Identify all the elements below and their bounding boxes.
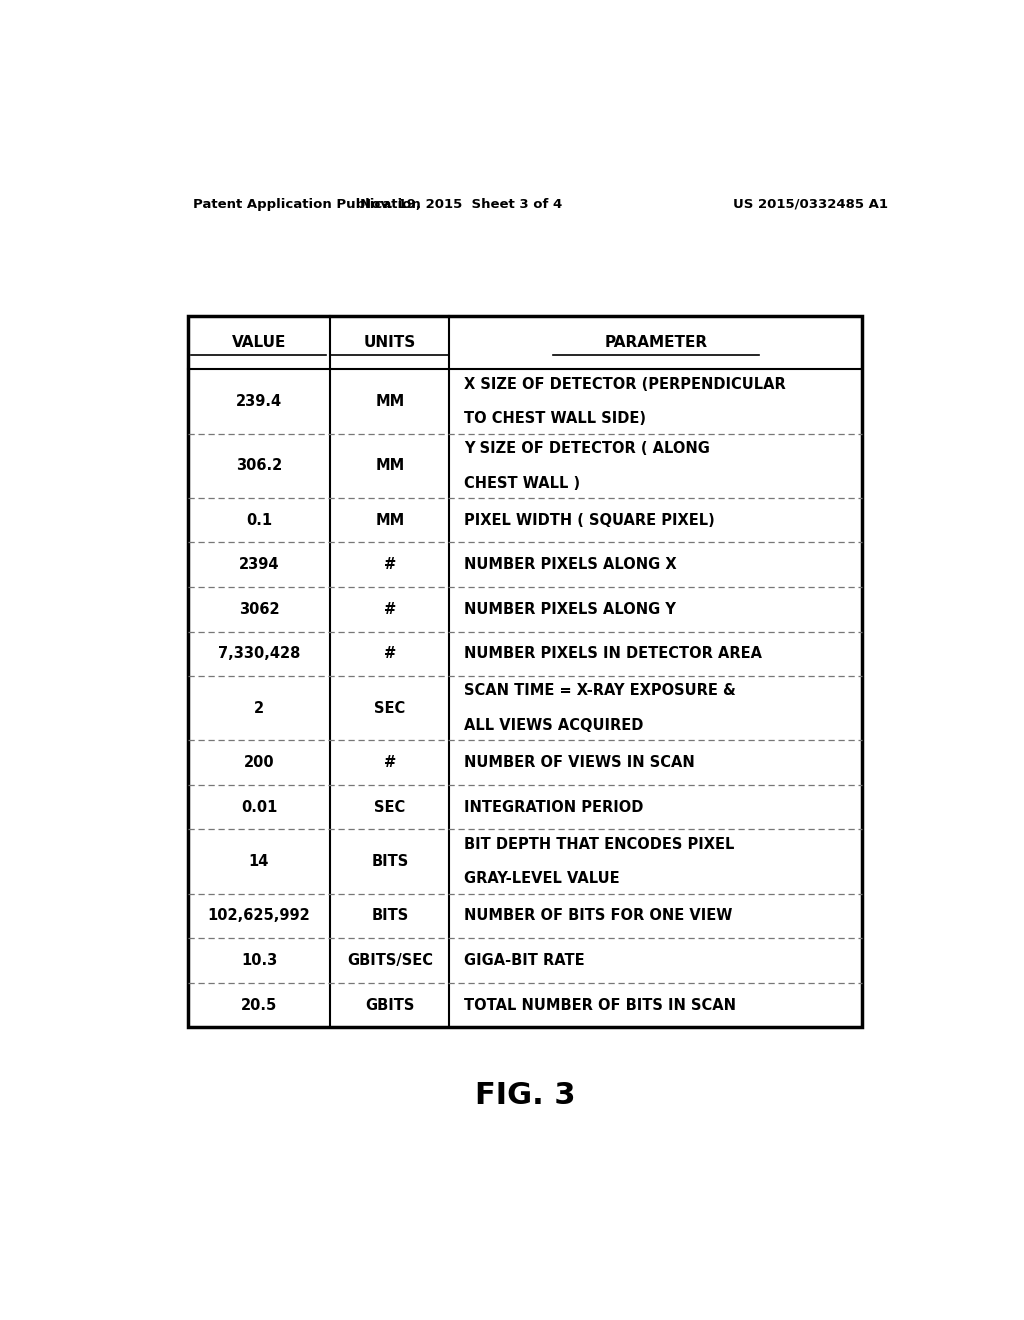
Text: INTEGRATION PERIOD: INTEGRATION PERIOD: [464, 800, 643, 814]
Text: 3062: 3062: [239, 602, 280, 616]
Text: Patent Application Publication: Patent Application Publication: [194, 198, 421, 211]
Text: #: #: [384, 602, 396, 616]
Text: US 2015/0332485 A1: US 2015/0332485 A1: [733, 198, 888, 211]
Text: BIT DEPTH THAT ENCODES PIXEL: BIT DEPTH THAT ENCODES PIXEL: [464, 837, 734, 851]
Text: SEC: SEC: [374, 800, 406, 814]
Text: #: #: [384, 755, 396, 770]
Text: MM: MM: [375, 395, 404, 409]
Text: #: #: [384, 647, 396, 661]
Text: PIXEL WIDTH ( SQUARE PIXEL): PIXEL WIDTH ( SQUARE PIXEL): [464, 512, 715, 528]
Text: GBITS/SEC: GBITS/SEC: [347, 953, 433, 968]
Text: 102,625,992: 102,625,992: [208, 908, 310, 924]
Text: 239.4: 239.4: [236, 395, 282, 409]
Text: TOTAL NUMBER OF BITS IN SCAN: TOTAL NUMBER OF BITS IN SCAN: [464, 998, 735, 1012]
Text: BITS: BITS: [372, 854, 409, 869]
Text: GBITS: GBITS: [366, 998, 415, 1012]
Text: NUMBER PIXELS ALONG X: NUMBER PIXELS ALONG X: [464, 557, 676, 572]
Text: X SIZE OF DETECTOR (PERPENDICULAR: X SIZE OF DETECTOR (PERPENDICULAR: [464, 376, 785, 392]
Text: PARAMETER: PARAMETER: [604, 335, 708, 350]
Text: 14: 14: [249, 854, 269, 869]
Text: 2394: 2394: [239, 557, 280, 572]
Text: MM: MM: [375, 512, 404, 528]
Text: VALUE: VALUE: [231, 335, 286, 350]
Text: 200: 200: [244, 755, 274, 770]
Text: Y SIZE OF DETECTOR ( ALONG: Y SIZE OF DETECTOR ( ALONG: [464, 441, 710, 455]
Text: CHEST WALL ): CHEST WALL ): [464, 475, 580, 491]
Text: NUMBER PIXELS ALONG Y: NUMBER PIXELS ALONG Y: [464, 602, 676, 616]
Text: ALL VIEWS ACQUIRED: ALL VIEWS ACQUIRED: [464, 718, 643, 733]
Text: MM: MM: [375, 458, 404, 474]
Text: 0.1: 0.1: [246, 512, 272, 528]
Text: 306.2: 306.2: [236, 458, 282, 474]
Text: NUMBER PIXELS IN DETECTOR AREA: NUMBER PIXELS IN DETECTOR AREA: [464, 647, 762, 661]
Text: #: #: [384, 557, 396, 572]
Text: Nov. 19, 2015  Sheet 3 of 4: Nov. 19, 2015 Sheet 3 of 4: [360, 198, 562, 211]
Text: 0.01: 0.01: [241, 800, 278, 814]
Text: SEC: SEC: [374, 701, 406, 715]
Text: FIG. 3: FIG. 3: [474, 1081, 575, 1110]
Text: 20.5: 20.5: [241, 998, 278, 1012]
Text: 10.3: 10.3: [241, 953, 278, 968]
Text: UNITS: UNITS: [364, 335, 416, 350]
Bar: [187, 315, 862, 1027]
Text: 2: 2: [254, 701, 264, 715]
Text: 7,330,428: 7,330,428: [218, 647, 300, 661]
Text: TO CHEST WALL SIDE): TO CHEST WALL SIDE): [464, 412, 646, 426]
Text: SCAN TIME = X-RAY EXPOSURE &: SCAN TIME = X-RAY EXPOSURE &: [464, 684, 735, 698]
Text: NUMBER OF VIEWS IN SCAN: NUMBER OF VIEWS IN SCAN: [464, 755, 694, 770]
Text: NUMBER OF BITS FOR ONE VIEW: NUMBER OF BITS FOR ONE VIEW: [464, 908, 732, 924]
Text: GIGA-BIT RATE: GIGA-BIT RATE: [464, 953, 585, 968]
Text: GRAY-LEVEL VALUE: GRAY-LEVEL VALUE: [464, 871, 620, 887]
Text: BITS: BITS: [372, 908, 409, 924]
